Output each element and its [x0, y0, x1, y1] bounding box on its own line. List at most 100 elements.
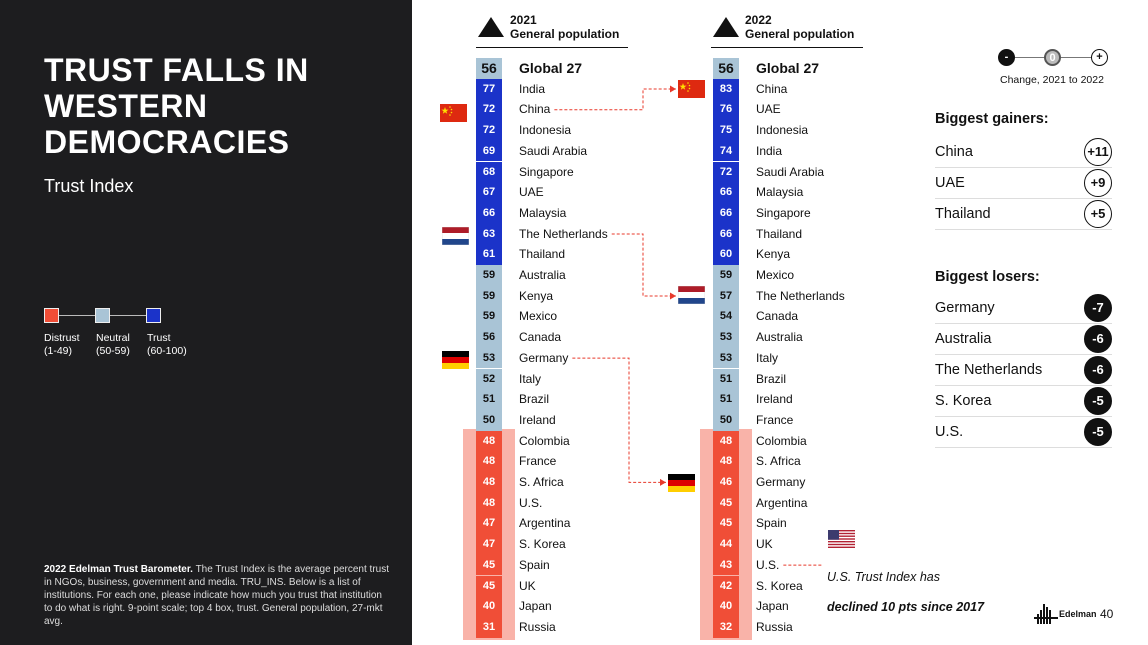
country-name: Saudi Arabia	[519, 143, 588, 158]
us-note-line2: declined 10 pts since 2017	[827, 600, 985, 614]
country-row-japan: 40 Japan	[476, 596, 656, 617]
trust-score: 69	[476, 140, 502, 162]
trust-score: 56	[476, 327, 502, 348]
trust-score: 83	[713, 78, 739, 100]
trust-score: 59	[476, 265, 502, 286]
trust-score: 48	[476, 492, 502, 514]
country-row-s-africa: 48 S. Africa	[713, 451, 893, 472]
country-name: Italy	[519, 371, 542, 386]
country-name: Germany	[756, 475, 806, 489]
country-name: Spain	[756, 516, 787, 531]
legend-swatch-distrust	[44, 308, 59, 323]
country-row-malaysia: 66 Malaysia	[476, 202, 656, 224]
country-name: Argentina	[756, 495, 808, 510]
trust-score: 47	[476, 513, 502, 535]
country-name: Kenya	[519, 288, 554, 303]
trust-score: 50	[713, 409, 739, 431]
country-row-russia: 32 Russia	[713, 616, 893, 638]
trust-score: 56	[476, 58, 502, 79]
change-badge: -5	[1084, 418, 1112, 446]
country-row-canada: 54 Canada	[713, 306, 893, 328]
country-name: Italy	[756, 350, 779, 365]
country-name: UAE	[519, 185, 544, 200]
trust-score: 63	[476, 223, 502, 245]
country-row-india: 74 India	[713, 140, 893, 162]
country-row-singapore: 68 Singapore	[476, 161, 656, 183]
legend-swatch-neutral	[95, 308, 110, 323]
country-row-thailand: 61 Thailand	[476, 244, 656, 265]
trust-score: 40	[476, 596, 502, 617]
country-name: Japan	[519, 599, 552, 614]
change-badge: +9	[1084, 169, 1112, 197]
country-name: Canada	[519, 330, 562, 345]
country-row-argentina: 45 Argentina	[713, 492, 893, 514]
column-year: 2022	[745, 13, 772, 27]
country-name: Canada	[756, 309, 799, 324]
country-name: The Netherlands	[756, 288, 845, 303]
country-row-singapore: 66 Singapore	[713, 202, 893, 224]
trust-score: 59	[713, 265, 739, 286]
trust-score: 72	[476, 120, 502, 141]
country-row-italy: 53 Italy	[713, 347, 893, 369]
change-country: UAE	[935, 175, 965, 191]
legend-label-trust: Trust (60-100)	[147, 332, 187, 357]
change-country: Thailand	[935, 206, 991, 222]
country-name: India	[519, 81, 546, 96]
trust-score: 52	[476, 368, 502, 390]
change-country: Germany	[935, 300, 995, 316]
country-name: S. Africa	[756, 454, 801, 469]
country-row-mexico: 59 Mexico	[713, 265, 893, 286]
country-name: France	[519, 454, 557, 469]
country-row-saudi-arabia: 69 Saudi Arabia	[476, 140, 656, 162]
country-row-s-africa: 48 S. Africa	[476, 472, 656, 493]
change-row-the-netherlands: The Netherlands -6	[935, 355, 1112, 386]
country-name: China	[519, 102, 551, 117]
edelman-logo: Edelman 40	[1034, 602, 1114, 628]
country-name: Colombia	[519, 433, 570, 448]
country-row-china: 72 China	[476, 99, 656, 121]
key-label: Change, 2021 to 2022	[1000, 74, 1104, 86]
trust-score: 45	[476, 575, 502, 597]
trust-score: 56	[713, 58, 739, 79]
country-name: Malaysia	[756, 185, 804, 200]
brand-name: Edelman	[1059, 609, 1097, 619]
country-name: S. Korea	[519, 537, 566, 552]
change-row-australia: Australia -6	[935, 324, 1112, 355]
change-badge: -5	[1084, 387, 1112, 415]
change-country: S. Korea	[935, 393, 992, 409]
country-name: Australia	[756, 330, 803, 345]
global-row: 56 Global 27	[713, 58, 893, 79]
country-row-germany: 53 Germany	[476, 347, 656, 369]
trust-score: 48	[713, 451, 739, 472]
trust-score: 72	[713, 161, 739, 183]
country-row-japan: 40 Japan	[713, 596, 893, 617]
trust-score: 66	[713, 202, 739, 224]
country-name: China	[756, 81, 788, 96]
column-population: General population	[510, 27, 620, 41]
change-row-thailand: Thailand +5	[935, 199, 1112, 230]
country-name: Mexico	[756, 268, 795, 282]
connector-arrow	[670, 292, 676, 300]
country-name: Saudi Arabia	[756, 164, 825, 179]
country-row-ireland: 50 Ireland	[476, 409, 656, 431]
us-flag	[828, 530, 855, 548]
country-row-uae: 67 UAE	[476, 182, 656, 203]
trust-score: 40	[713, 596, 739, 617]
change-country: China	[935, 144, 973, 160]
change-row-uae: UAE +9	[935, 168, 1112, 199]
country-name: Thailand	[519, 247, 566, 262]
trust-score: 66	[713, 182, 739, 203]
country-name: UAE	[756, 102, 781, 117]
trust-score: 67	[476, 182, 502, 203]
trust-score: 45	[476, 554, 502, 576]
country-row-ireland: 51 Ireland	[713, 389, 893, 410]
change-row-s-korea: S. Korea -5	[935, 386, 1112, 417]
trust-score: 45	[713, 513, 739, 535]
losers-title: Biggest losers:	[935, 269, 1040, 285]
pyramid-icon	[478, 17, 504, 37]
trust-score: 53	[476, 347, 502, 369]
netherlands-flag	[442, 227, 469, 245]
key-plus: +	[1091, 49, 1108, 66]
country-row-indonesia: 75 Indonesia	[713, 120, 893, 141]
left-panel: TRUST FALLS IN WESTERN DEMOCRACIES Trust…	[0, 0, 412, 645]
